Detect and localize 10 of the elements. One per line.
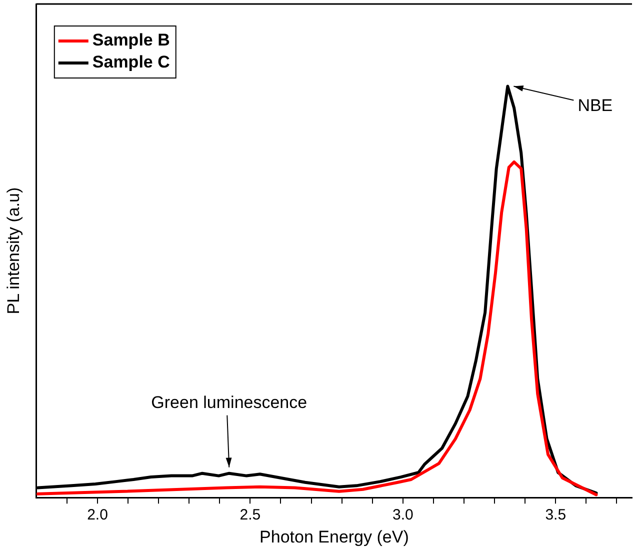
legend-label: Sample B: [92, 30, 170, 50]
x-tick-label: 2.0: [87, 506, 108, 524]
legend-label: Sample C: [92, 52, 170, 72]
annotation: Green luminescence: [151, 393, 308, 412]
x-tick-label: 2.5: [240, 506, 261, 524]
y-axis-title: PL intensity (a.u): [4, 187, 23, 314]
x-axis-title: Photon Energy (eV): [260, 527, 409, 546]
x-tick-label: 3.0: [392, 506, 414, 524]
x-tick-label: 3.5: [545, 506, 566, 524]
annotation: NBE: [578, 96, 613, 115]
